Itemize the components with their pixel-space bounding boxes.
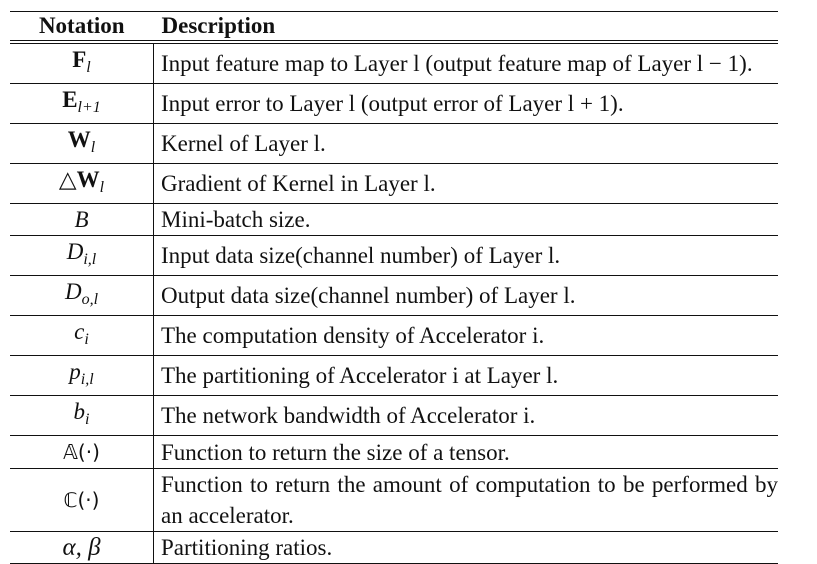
table-row: B Mini-batch size. — [10, 203, 778, 236]
notation-table: Notation Description Fl Input feature ma… — [10, 11, 778, 564]
description-cell: Function to return the size of a tensor. — [153, 435, 778, 469]
notation-cell: ci — [10, 315, 154, 356]
table-row: Di,l Input data size(channel number) of … — [10, 235, 778, 276]
description-cell: Input feature map to Layer l (output fea… — [153, 42, 778, 84]
header-description: Description — [161, 13, 276, 38]
notation-cell: ℂ(·) — [10, 468, 154, 532]
description-cell: The network bandwidth of Accelerator i. — [153, 395, 778, 436]
table-row: Fl Input feature map to Layer l (output … — [10, 42, 778, 84]
notation-cell: α, β — [10, 531, 154, 564]
table-row: Wl Kernel of Layer l. — [10, 123, 778, 164]
header-notation: Notation — [38, 13, 125, 38]
description-cell: The partitioning of Accelerator i at Lay… — [153, 355, 778, 396]
table-row: Do,l Output data size(channel number) of… — [10, 275, 778, 316]
notation-table-container: Notation Description Fl Input feature ma… — [10, 11, 778, 564]
description-cell: Mini-batch size. — [153, 203, 778, 236]
notation-cell: Wl — [10, 123, 154, 164]
description-cell: Partitioning ratios. — [153, 531, 778, 564]
notation-cell: Di,l — [10, 235, 154, 276]
description-cell: Gradient of Kernel in Layer l. — [153, 163, 778, 204]
notation-cell: Do,l — [10, 275, 154, 316]
table-row: pi,l The partitioning of Accelerator i a… — [10, 355, 778, 396]
notation-cell: pi,l — [10, 355, 154, 396]
notation-cell: bi — [10, 395, 154, 436]
delta-symbol: △ — [58, 167, 77, 193]
table-row: bi The network bandwidth of Accelerator … — [10, 395, 778, 436]
table-row: ci The computation density of Accelerato… — [10, 315, 778, 356]
description-cell: Input data size(channel number) of Layer… — [153, 235, 778, 276]
description-cell: Function to return the amount of computa… — [153, 468, 778, 532]
table-row: △Wl Gradient of Kernel in Layer l. — [10, 163, 778, 204]
description-cell: Input error to Layer l (output error of … — [153, 83, 778, 124]
notation-cell: B — [10, 203, 154, 236]
table-row: El+1 Input error to Layer l (output erro… — [10, 83, 778, 124]
description-cell: The computation density of Accelerator i… — [153, 315, 778, 356]
notation-cell: △Wl — [10, 163, 154, 204]
table-header-row: Notation Description — [10, 11, 778, 42]
table-row: α, β Partitioning ratios. — [10, 531, 778, 564]
table-row: ℂ(·) Function to return the amount of co… — [10, 468, 778, 532]
description-cell: Kernel of Layer l. — [153, 123, 778, 164]
table-row: 𝔸(·) Function to return the size of a te… — [10, 435, 778, 469]
notation-cell: 𝔸(·) — [10, 435, 154, 469]
notation-cell: Fl — [10, 42, 154, 84]
notation-cell: El+1 — [10, 83, 154, 124]
description-cell: Output data size(channel number) of Laye… — [153, 275, 778, 316]
